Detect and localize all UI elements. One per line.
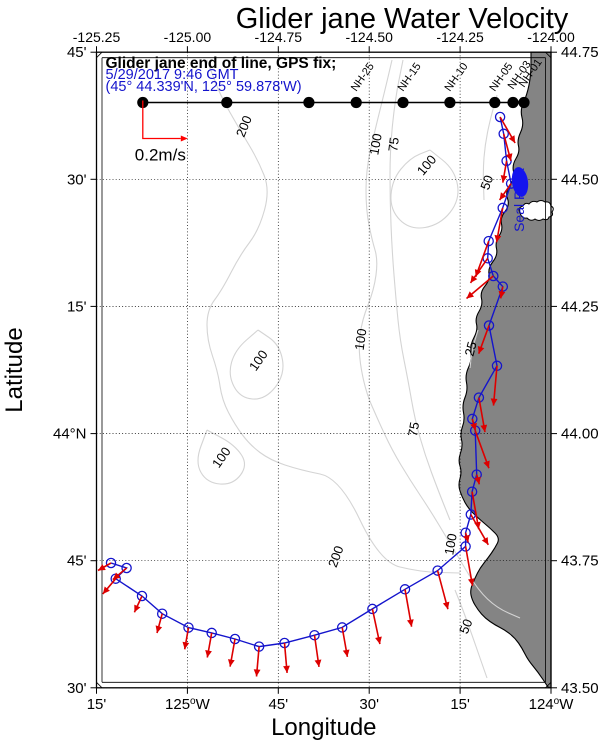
svg-text:45': 45' [269, 696, 289, 713]
svg-text:30': 30' [67, 680, 87, 697]
svg-text:100: 100 [352, 328, 370, 352]
svg-text:45': 45' [67, 553, 87, 570]
svg-text:(45° 44.339'N, 125° 59.878'W): (45° 44.339'N, 125° 59.878'W) [106, 79, 302, 95]
svg-text:15': 15' [87, 696, 107, 713]
svg-text:30': 30' [359, 696, 379, 713]
svg-text:30': 30' [67, 171, 87, 188]
svg-text:-125.25: -125.25 [73, 29, 121, 45]
svg-text:44.50: 44.50 [561, 171, 599, 188]
svg-text:43.50: 43.50 [561, 680, 599, 697]
svg-text:44°N: 44°N [53, 426, 87, 443]
svg-text:43.75: 43.75 [561, 553, 599, 570]
svg-text:45': 45' [67, 44, 87, 61]
svg-text:44.75: 44.75 [561, 44, 599, 61]
svg-text:Longitude: Longitude [271, 714, 376, 741]
svg-text:15': 15' [67, 298, 87, 315]
svg-text:Glider jane Water Velocity: Glider jane Water Velocity [236, 3, 569, 35]
svg-text:44.25: 44.25 [561, 298, 599, 315]
svg-text:125oW: 125oW [165, 695, 211, 713]
svg-text:44.00: 44.00 [561, 426, 599, 443]
svg-text:-125.00: -125.00 [164, 29, 212, 45]
svg-text:Latitude: Latitude [1, 327, 28, 412]
svg-text:75: 75 [405, 421, 422, 438]
svg-text:0.2m/s: 0.2m/s [135, 146, 186, 165]
svg-text:124oW: 124oW [529, 695, 575, 713]
svg-text:75: 75 [385, 136, 402, 152]
svg-text:15': 15' [450, 696, 470, 713]
